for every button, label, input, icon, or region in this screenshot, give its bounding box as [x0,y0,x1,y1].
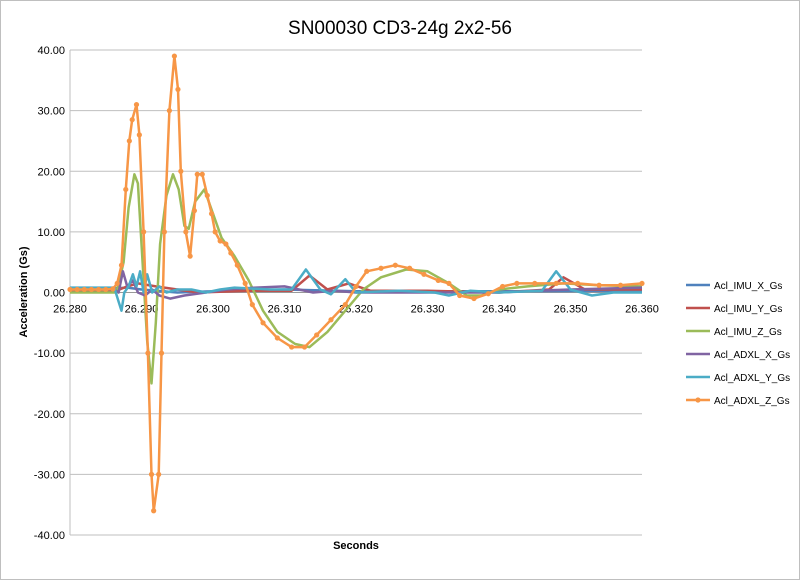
data-point [342,302,348,308]
y-tick-label: 40.00 [37,45,65,57]
data-point [161,229,167,235]
data-point [183,229,189,235]
legend-label: Acl_IMU_X_Gs [714,281,782,292]
chart-title: SN00030 CD3-24g 2x2-56 [288,18,512,39]
data-point [114,280,120,287]
legend-label: Acl_ADXL_Y_Gs [714,373,790,384]
data-point [217,238,223,244]
data-point [301,344,308,350]
data-point [166,108,172,114]
data-point [421,271,427,277]
data-point [158,350,165,356]
data-point [435,277,441,283]
y-tick-label: -20.00 [34,409,65,421]
x-axis-label: Seconds [333,540,379,552]
data-point [208,211,215,217]
y-tick-label: 20.00 [37,166,65,178]
data-point [88,286,95,293]
data-point [639,280,645,287]
y-axis-label: Acceleration (Gs) [18,246,30,337]
series-line-Acl_ADXL_Y_Gs [70,268,642,312]
data-point [178,168,184,174]
data-point [471,295,477,302]
data-point [175,86,181,93]
legend-label: Acl_ADXL_X_Gs [714,350,790,361]
data-point [617,282,624,288]
x-tick-label: 26.350 [554,304,588,316]
y-tick-label: 10.00 [37,227,65,239]
legend-marker [695,397,701,403]
y-tick-label: 0.00 [44,288,65,300]
data-point [314,332,320,338]
data-point [187,253,193,259]
data-point [74,286,80,293]
data-point [407,265,413,271]
x-tick-label: 26.280 [53,304,87,316]
data-point [133,101,140,108]
data-point [249,302,255,308]
data-point [328,317,334,323]
data-point [553,280,559,287]
data-point [364,268,370,274]
data-point [212,229,218,235]
x-tick-label: 26.300 [196,304,230,316]
legend-label: Acl_IMU_Z_Gs [714,327,782,338]
data-point [156,471,162,477]
y-tick-label: 30.00 [37,106,65,118]
data-point [81,286,87,293]
data-point [141,229,147,235]
data-point [223,241,229,247]
data-point [378,265,384,271]
data-point [242,280,248,287]
data-point [191,208,198,214]
data-point [145,350,151,356]
y-tick-label: -10.00 [34,348,65,360]
data-point [392,262,398,268]
data-point [228,250,234,256]
data-point [118,262,125,268]
data-point [151,508,157,514]
data-point [596,282,602,288]
data-point [234,262,240,268]
legend-label: Acl_ADXL_Z_Gs [714,396,790,407]
x-tick-label: 26.360 [625,304,659,316]
data-point [67,286,73,293]
data-point [126,138,132,144]
data-point [289,344,295,350]
data-point [96,286,102,293]
data-point [136,132,142,138]
data-point [194,171,200,177]
x-tick-label: 26.290 [125,304,159,316]
data-point [274,335,280,341]
x-tick-label: 26.330 [411,304,445,316]
data-point [446,280,452,287]
data-point [199,171,205,177]
data-point [485,291,491,297]
data-point [129,117,135,123]
data-point [171,53,177,59]
x-tick-label: 26.310 [268,304,302,316]
data-point [123,186,129,193]
data-point [148,471,155,477]
data-point [353,283,359,290]
data-point [457,292,463,299]
data-point [575,280,581,287]
data-point [103,286,109,293]
data-point [514,280,520,287]
data-point [532,280,538,287]
data-point [110,286,116,292]
data-point [499,283,506,290]
data-point [204,192,210,199]
legend-label: Acl_IMU_Y_Gs [714,304,782,315]
data-point [260,320,266,326]
y-tick-label: -40.00 [34,530,65,542]
y-tick-label: -30.00 [34,469,65,481]
x-tick-label: 26.340 [482,304,516,316]
